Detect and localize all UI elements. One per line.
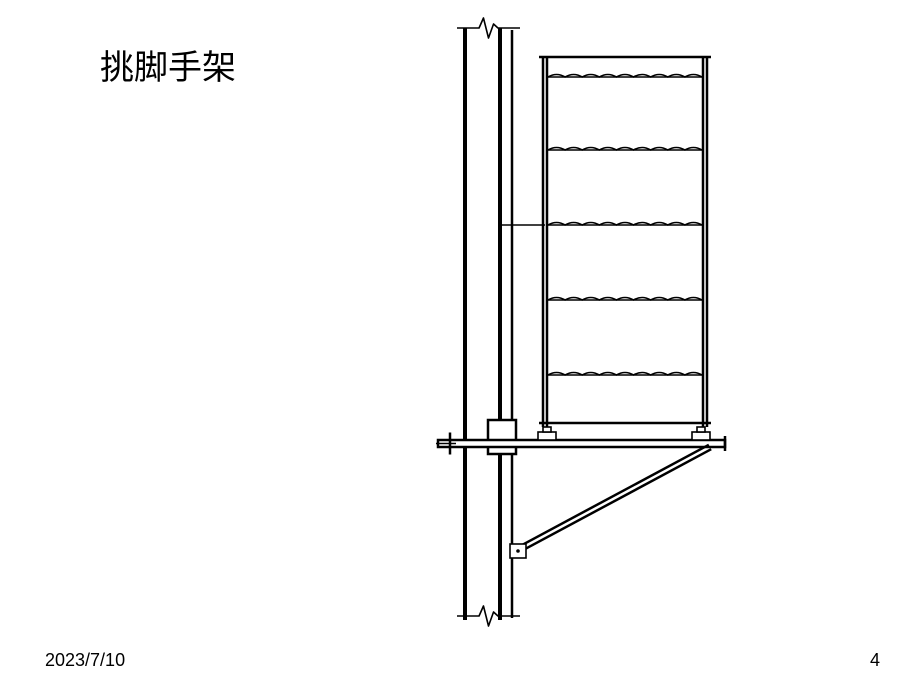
footer-page: 4 bbox=[870, 650, 880, 671]
page-title: 挑脚手架 bbox=[100, 40, 236, 89]
scaffold-diagram bbox=[430, 10, 740, 630]
diagram-svg bbox=[430, 10, 740, 630]
footer-date: 2023/7/10 bbox=[45, 650, 125, 671]
